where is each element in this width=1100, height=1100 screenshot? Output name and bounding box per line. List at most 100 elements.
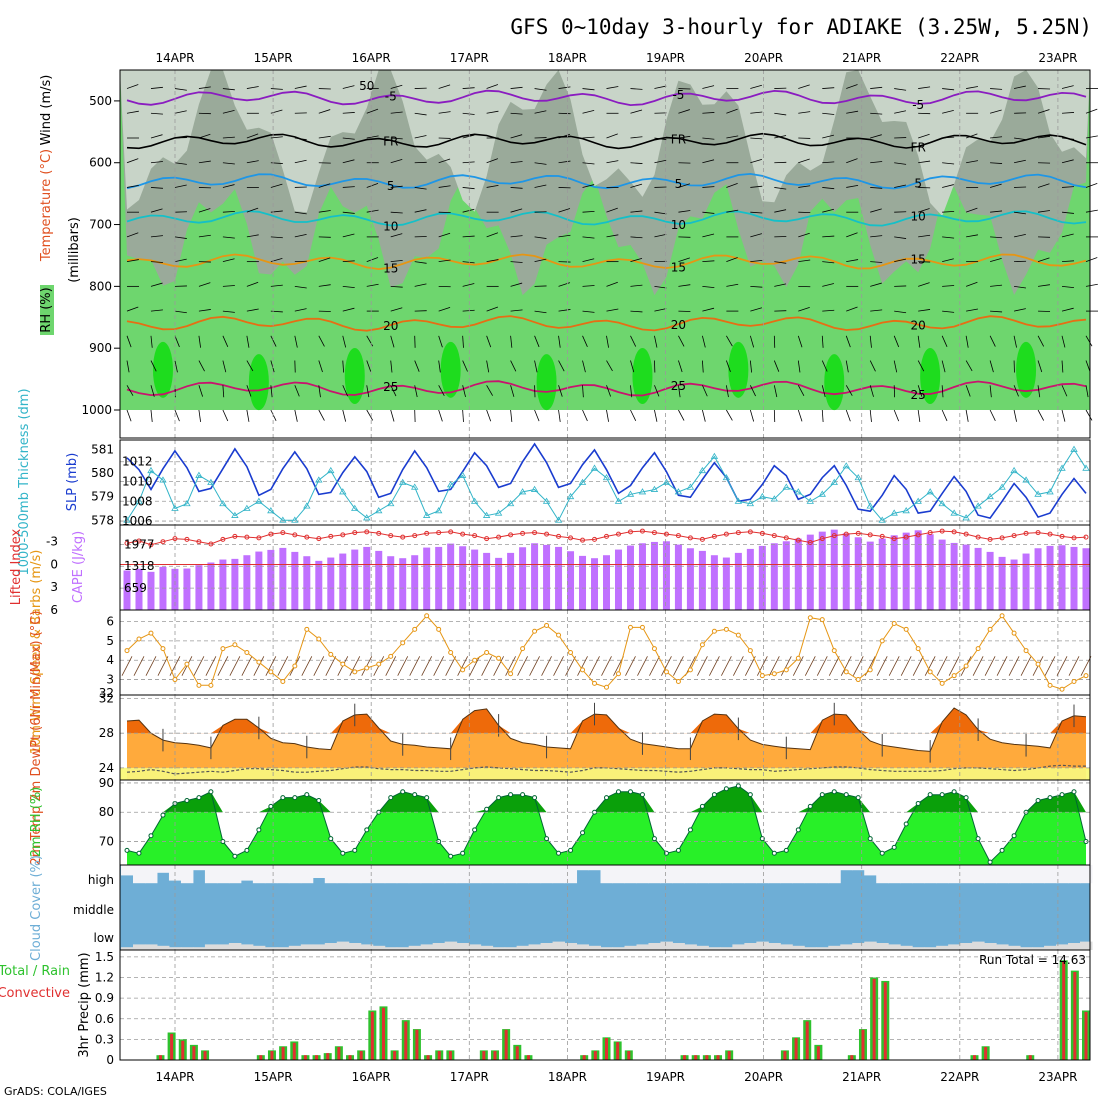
thickness-point <box>159 476 167 483</box>
wind-barb <box>942 136 955 139</box>
rh2m-point <box>124 847 130 853</box>
cloud-high-gap <box>840 865 853 871</box>
rh2m-point <box>651 836 657 842</box>
thickness-slp-panel: 1006 1008 1010 1012 578 579 580 581 <box>91 440 1090 528</box>
thickness-point <box>446 481 455 488</box>
wind-barb <box>198 385 204 397</box>
wind-barb <box>630 360 635 373</box>
cloud-high-gap <box>324 865 338 884</box>
cloud-low-bar <box>1008 945 1021 950</box>
rh-axis-label: RH (%) <box>39 287 54 332</box>
wind-speed-point <box>592 680 598 686</box>
cape-bar <box>962 544 970 610</box>
cape-axis-label: CAPE (J/kg) <box>71 531 86 603</box>
cloud-high-gap <box>432 865 446 884</box>
wind-barb-10m <box>1068 656 1080 676</box>
precip-conv-bar <box>816 1046 820 1060</box>
cloud-high-gap <box>684 865 697 884</box>
wind-speed-point <box>1035 661 1041 667</box>
cloud-high-gap <box>144 865 158 884</box>
rh2m-point <box>627 789 633 795</box>
wind-barb <box>750 259 763 263</box>
cape-bar <box>507 552 515 610</box>
lifted-index-point <box>460 531 466 537</box>
wind-tick-label: 6 <box>106 615 114 629</box>
wind-barb <box>126 184 139 188</box>
thickness-point <box>410 483 419 490</box>
wind-barb <box>198 160 211 164</box>
cape-bar <box>135 568 143 610</box>
precip-conv-bar <box>526 1055 530 1060</box>
wind-barb <box>246 360 254 372</box>
thickness-point <box>566 492 575 500</box>
wind-barb <box>174 409 180 422</box>
wind-barb <box>534 236 547 239</box>
thickness-point <box>375 507 383 514</box>
wind-barb <box>1061 409 1066 422</box>
cape-bar <box>926 534 934 610</box>
rh2m-tick-label: 70 <box>99 835 114 849</box>
wind-speed-point <box>639 624 645 630</box>
wind-barb <box>678 385 681 398</box>
wind-barb-10m <box>241 656 253 676</box>
cloud-high-gap <box>852 865 865 871</box>
wind-barb <box>798 232 810 238</box>
cape-bar <box>1070 546 1078 610</box>
precip-conv-bar <box>259 1055 263 1060</box>
wind-barb <box>462 161 475 164</box>
wind-speed-point <box>819 617 825 623</box>
lifted-index-point <box>867 532 873 538</box>
wind-barb <box>870 134 882 139</box>
wind-barb <box>342 260 355 263</box>
cloud-low-bar <box>480 945 494 950</box>
wind-barb-10m <box>421 656 433 676</box>
wind-barb <box>390 137 403 140</box>
wind-barb-10m <box>625 656 636 676</box>
wind-barb <box>414 187 427 190</box>
lifted-index-point <box>891 536 897 542</box>
wind-barb <box>246 308 259 312</box>
rh2m-point <box>328 836 334 842</box>
wind-barb <box>318 135 331 139</box>
wind-barb <box>438 232 451 238</box>
thickness-point <box>339 488 347 495</box>
wind-barb <box>774 135 787 139</box>
thickness-point <box>1022 476 1030 483</box>
wind-barb <box>750 84 762 89</box>
rh2m-point <box>1035 798 1041 804</box>
cape-bar <box>327 557 335 610</box>
rh2m-point <box>520 792 526 798</box>
lifted-index-point <box>148 542 154 548</box>
thickness-point <box>470 497 479 504</box>
lifted-index-point <box>472 533 478 539</box>
cloud-high-gap <box>900 865 913 884</box>
wind-barb <box>222 162 235 165</box>
cloud-low-bar <box>624 945 637 950</box>
wind-barb <box>918 309 931 312</box>
lifted-index-point <box>927 530 933 536</box>
precip-conv-bar <box>582 1055 586 1060</box>
wind-barb <box>726 335 733 347</box>
rh2m-panel: 70 80 90 <box>99 776 1090 865</box>
wind-barb <box>270 183 283 188</box>
lifted-index-point <box>484 536 490 542</box>
wind-barb <box>462 87 475 89</box>
wind-barb <box>774 209 787 213</box>
cloud-low-bar <box>252 945 266 950</box>
rh2m-point <box>208 789 214 795</box>
cloud-low-bar <box>576 944 590 950</box>
wind-speed-point <box>568 650 574 655</box>
rh2m-point <box>639 792 645 798</box>
wind-barb <box>750 307 762 312</box>
wind-barb <box>246 234 259 238</box>
cloud-low-bar <box>708 947 721 950</box>
cloud-level-label: high <box>88 873 114 887</box>
rh2m-point <box>939 792 945 798</box>
wind-barb <box>1085 283 1098 287</box>
rh2m-tick-label: 80 <box>99 805 114 819</box>
wind-speed-point <box>735 632 741 638</box>
cloud-low-bar <box>1020 947 1033 950</box>
cape-bar <box>531 543 539 610</box>
wind-barb <box>222 136 235 139</box>
wind-speed-point <box>723 626 729 632</box>
